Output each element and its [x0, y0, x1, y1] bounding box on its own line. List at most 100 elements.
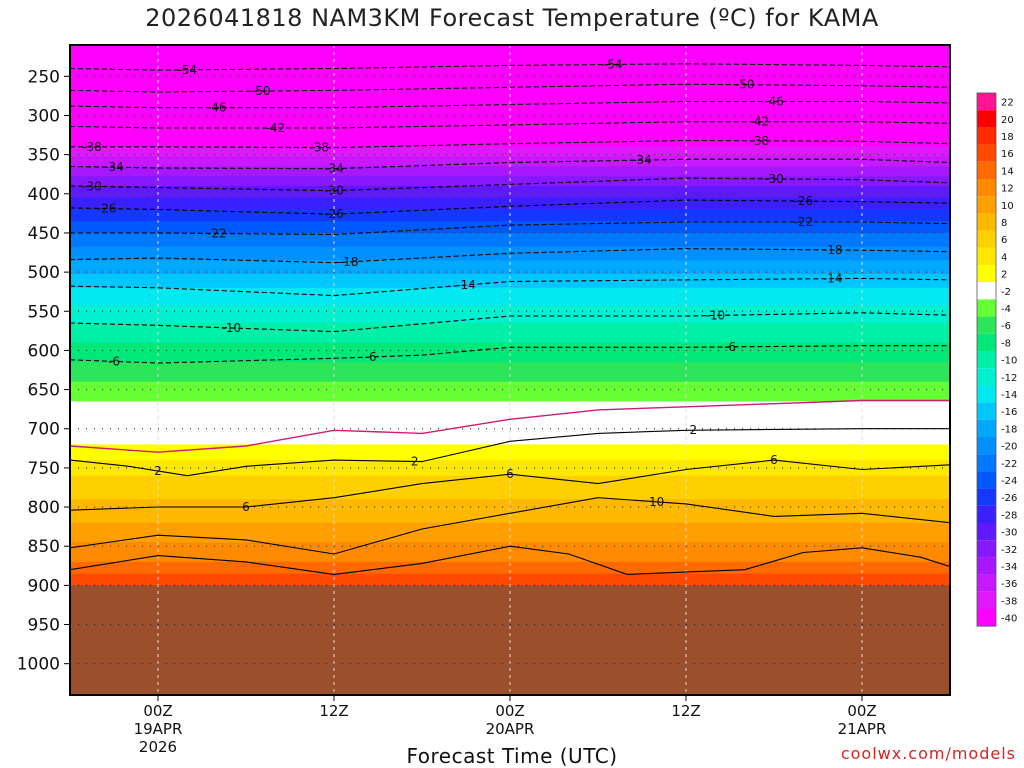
y-tick-label: 300: [28, 106, 60, 126]
colorbar-label: 14: [1001, 166, 1014, 177]
temperature-band: [70, 305, 950, 312]
temperature-band: [70, 299, 950, 306]
contour--34: [70, 158, 950, 170]
colorbar-swatch: [977, 385, 996, 403]
x-tick-label: 00Z: [495, 702, 524, 720]
temperature-band: [70, 242, 950, 248]
temperature-band: [70, 529, 950, 537]
colorbar-swatch: [977, 93, 996, 111]
colorbar-swatch: [977, 609, 996, 627]
contour-label: 10: [649, 495, 664, 509]
y-tick-label: 600: [28, 341, 60, 361]
contour-label: -46: [207, 101, 227, 115]
contour-label: 2: [690, 423, 698, 437]
colorbar-swatch: [977, 196, 996, 214]
temperature-band: [70, 166, 950, 171]
temperature-band: [70, 454, 950, 461]
contour-label: -10: [222, 321, 242, 335]
contour-label: -18: [823, 243, 843, 257]
colorbar-label: 2: [1001, 270, 1007, 281]
colorbar-label: -6: [1001, 321, 1011, 332]
credit-link[interactable]: coolwx.com/models: [840, 744, 1016, 763]
temperature-band: [70, 565, 950, 571]
contour-14: [70, 545, 950, 575]
contour-label: -54: [178, 63, 198, 77]
colorbar-swatch: [977, 402, 996, 420]
colorbar-label: -16: [1001, 407, 1017, 418]
contour--10: [70, 312, 950, 333]
colorbar-swatch: [977, 540, 996, 558]
contour-label: -26: [324, 207, 344, 221]
contour-label: -42: [266, 121, 286, 135]
temperature-band: [70, 255, 950, 261]
contour-label: -50: [251, 84, 271, 98]
contour--22: [70, 221, 950, 236]
temperature-band: [70, 422, 950, 431]
contour--46: [70, 100, 950, 109]
x-tick-label: 12Z: [671, 702, 700, 720]
freezing-line: [70, 399, 950, 453]
colorbar-label: -12: [1001, 373, 1017, 384]
contour-label: 2: [154, 464, 162, 478]
contour-label: -30: [324, 184, 344, 198]
colorbar-label: 20: [1001, 115, 1014, 126]
colorbar-label: 18: [1001, 132, 1014, 143]
temperature-band: [70, 573, 950, 579]
contour-label: 2: [411, 454, 419, 468]
colorbar-label: -34: [1001, 562, 1017, 573]
colorbar-label: -18: [1001, 424, 1017, 435]
temperature-band: [70, 430, 950, 438]
colorbar-label: 10: [1001, 201, 1014, 212]
contour--14: [70, 277, 950, 297]
contour-label: -6: [365, 350, 377, 364]
y-tick-label: 250: [28, 67, 60, 87]
temperature-band: [70, 84, 950, 88]
colorbar-swatch: [977, 488, 996, 506]
contour-label: -54: [603, 57, 623, 71]
contour-label: 6: [770, 453, 778, 467]
temperature-band: [70, 179, 950, 184]
colorbar-swatch: [977, 161, 996, 179]
colorbar-label: -22: [1001, 459, 1017, 470]
y-tick-label: 450: [28, 224, 60, 244]
y-tick-label: 900: [28, 576, 60, 596]
temperature-band: [70, 146, 950, 151]
y-axis: 250 300 350 400 450 500 550 600 650 700 750 800 850 9…: [17, 67, 70, 675]
colorbar-label: -28: [1001, 510, 1017, 521]
colorbar-swatch: [977, 265, 996, 283]
isotherm-contours: -54 -54-50 -50-46 -46-42 -42-38 -38 -38-34 -34-…: [70, 57, 950, 575]
temperature-band: [70, 408, 950, 417]
temperature-band: [70, 185, 950, 191]
y-tick-label: 1000: [17, 655, 60, 675]
contour-2: [70, 428, 950, 477]
colorbar-swatch: [977, 523, 996, 541]
colorbar-label: 4: [1001, 252, 1007, 263]
colorbar-label: -2: [1001, 287, 1011, 298]
colorbar-swatch: [977, 505, 996, 523]
contour--54: [70, 63, 950, 71]
x-tick-label: 19APR: [134, 720, 183, 738]
colorbar-label: -38: [1001, 596, 1017, 607]
contour-6: [70, 459, 950, 511]
colorbar-swatch: [977, 471, 996, 489]
contour-label: -14: [823, 272, 843, 286]
colorbar-label: 22: [1001, 98, 1014, 109]
temperature-band: [70, 76, 950, 80]
y-tick-label: 350: [28, 146, 60, 166]
contour-label: -38: [82, 140, 102, 154]
contour--18: [70, 248, 950, 264]
contour--30: [70, 177, 950, 192]
temperature-band: [70, 153, 950, 158]
colorbar-label: 8: [1001, 218, 1007, 229]
temperature-band: [70, 60, 950, 67]
x-tick-label: 21APR: [838, 720, 887, 738]
temperature-band: [70, 172, 950, 177]
temperature-band: [70, 507, 950, 516]
contour-label: -34: [104, 160, 124, 174]
contour-label: -22: [794, 215, 814, 229]
temperature-band: [70, 349, 950, 357]
contour-label: -34: [324, 162, 344, 176]
colorbar-label: -36: [1001, 579, 1017, 590]
y-tick-label: 950: [28, 616, 60, 636]
